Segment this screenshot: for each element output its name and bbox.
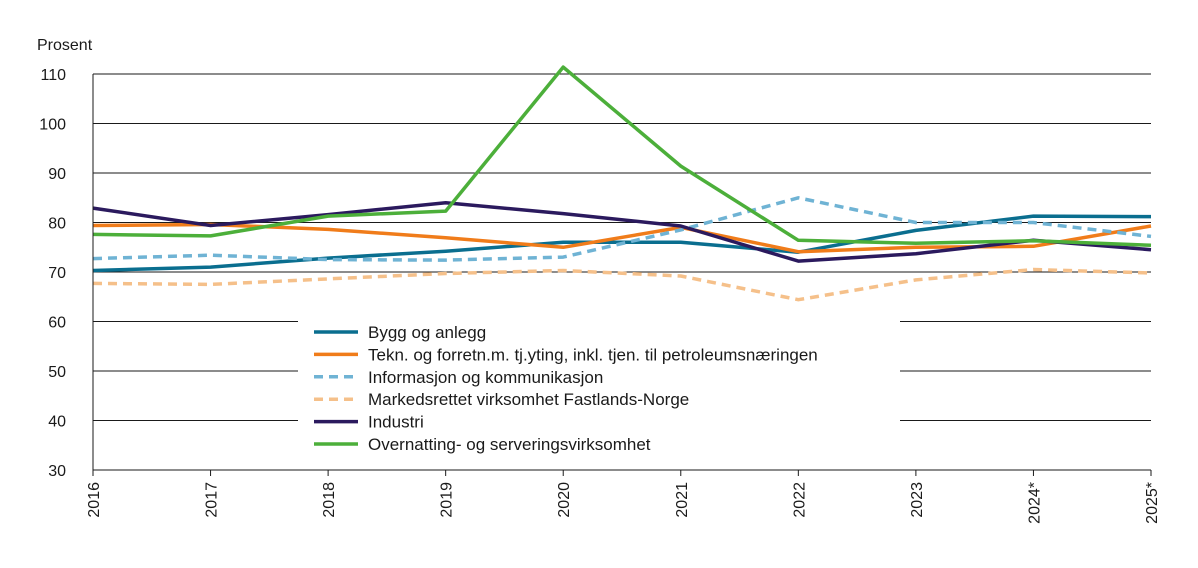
legend-label: Industri xyxy=(368,413,424,432)
x-tick-label: 2019 xyxy=(439,482,456,518)
y-tick-label: 40 xyxy=(48,414,66,431)
x-tick-label: 2020 xyxy=(556,482,573,518)
x-tick-label: 2021 xyxy=(674,482,691,518)
legend-label: Bygg og anlegg xyxy=(368,323,486,342)
legend-box xyxy=(298,321,900,455)
legend-label: Tekn. og forretn.m. tj.yting, inkl. tjen… xyxy=(368,345,818,364)
y-tick-label: 30 xyxy=(48,463,66,480)
legend-label: Informasjon og kommunikasjon xyxy=(368,368,603,387)
y-tick-label: 90 xyxy=(48,166,66,183)
x-tick-label: 2018 xyxy=(321,482,338,518)
series-line-3 xyxy=(92,196,1152,262)
axes: 30 40 50 60 70 80 90 100 110 2016 2017 2018 2019 2020… xyxy=(39,67,1161,524)
y-tick-label: 110 xyxy=(40,67,66,84)
y-tick-label: 100 xyxy=(39,117,66,134)
legend: Bygg og anlegg Tekn. og forretn.m. tj.yti… xyxy=(298,321,900,455)
legend-label: Overnatting- og serveringsvirksomhet xyxy=(368,435,651,454)
series-line-4 xyxy=(92,267,1152,302)
y-tick-label: 60 xyxy=(48,315,66,332)
legend-label: Markedsrettet virksomhet Fastlands-Norge xyxy=(368,390,689,409)
x-tick-label: 2017 xyxy=(204,482,221,518)
y-tick-label: 50 xyxy=(48,364,66,381)
x-tick-label: 2016 xyxy=(86,482,103,518)
series-lines xyxy=(92,65,1152,302)
x-tick-label: 2023 xyxy=(909,482,926,518)
x-tick-label: 2025* xyxy=(1144,482,1161,524)
y-tick-label: 80 xyxy=(48,216,66,233)
y-tick-label: 70 xyxy=(48,265,66,282)
x-tick-label: 2022 xyxy=(791,482,808,518)
y-axis-title: Prosent xyxy=(37,37,93,54)
x-tick-label: 2024* xyxy=(1026,482,1043,524)
series-line-5 xyxy=(92,200,1152,263)
series-line-6 xyxy=(92,65,1152,248)
